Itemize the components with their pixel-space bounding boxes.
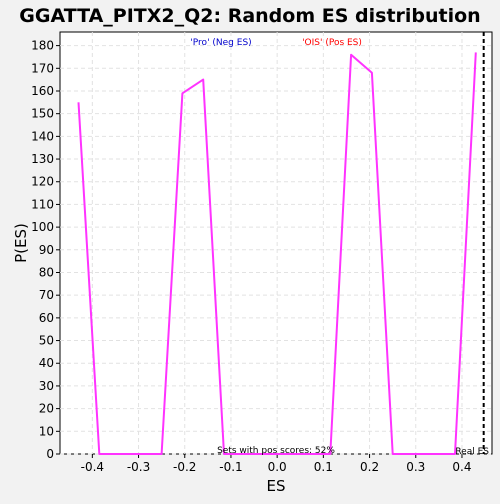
y-tick-label: 120 (31, 175, 54, 189)
plot-area (59, 31, 493, 455)
series-line (77, 52, 477, 455)
y-axis-label: P(ES) (12, 223, 30, 263)
y-tick-label: 170 (31, 61, 54, 75)
y-tick-label: 50 (39, 334, 54, 348)
y-tick-label: 20 (39, 402, 54, 416)
y-tick-label: 10 (39, 424, 54, 438)
x-axis-label: ES (267, 477, 286, 495)
x-tick-label: 0.3 (406, 460, 425, 474)
x-tick-label: -0.4 (81, 460, 104, 474)
x-tick-label: -0.1 (219, 460, 242, 474)
pos-es-annotation: 'OIS' (Pos ES) (302, 38, 362, 48)
x-tick-label: -0.3 (127, 460, 150, 474)
x-tick-label: -0.2 (173, 460, 196, 474)
real-es-label: Real ES (455, 447, 489, 457)
y-tick-label: 130 (31, 152, 54, 166)
y-tick-label: 110 (31, 197, 54, 211)
y-tick-label: 160 (31, 84, 54, 98)
y-tick-label: 140 (31, 129, 54, 143)
y-axis: 0 10 20 30 40 50 60 70 80 90 100 110 120 130 140 150 160… (31, 39, 60, 461)
x-tick-label: 0.2 (360, 460, 379, 474)
y-tick-label: 150 (31, 107, 54, 121)
y-tick-label: 40 (39, 356, 54, 370)
y-tick-label: 0 (46, 447, 54, 461)
y-tick-label: 90 (39, 243, 54, 257)
chart-title: GGATTA_PITX2_Q2: Random ES distribution (19, 5, 480, 27)
x-tick-label: 0.0 (268, 460, 287, 474)
y-tick-label: 180 (31, 39, 54, 53)
y-tick-label: 60 (39, 311, 54, 325)
series-layer (77, 52, 477, 455)
pos-scores-annotation: Sets with pos scores: 52% (217, 446, 335, 456)
x-tick-label: 0.1 (314, 460, 333, 474)
y-tick-label: 70 (39, 288, 54, 302)
x-tick-label: 0.4 (452, 460, 471, 474)
y-tick-label: 80 (39, 265, 54, 279)
neg-es-annotation: 'Pro' (Neg ES) (190, 38, 251, 48)
y-tick-label: 30 (39, 379, 54, 393)
grid-lines (60, 32, 492, 455)
y-tick-label: 100 (31, 220, 54, 234)
x-axis: -0.4 -0.3 -0.2 -0.1 0.0 0.1 0.2 0.3 0.4 (81, 454, 472, 474)
